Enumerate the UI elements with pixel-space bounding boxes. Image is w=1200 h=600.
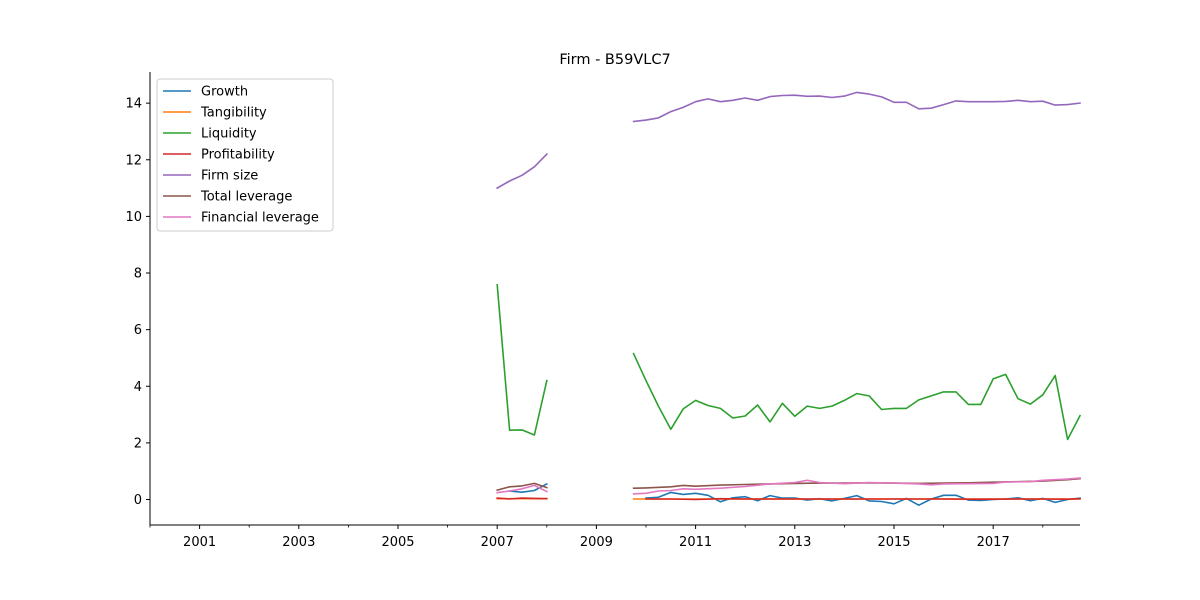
series-line-segment <box>496 284 548 436</box>
series-financial-leverage <box>496 477 1081 495</box>
series-line-segment <box>645 497 1081 501</box>
x-axis-ticks: 2001 2003 2005 2007 2009 2011 2013 2015 2017 <box>149 525 1044 550</box>
legend-label: Total leverage <box>200 190 292 205</box>
x-tick-label: 2001 <box>183 535 216 550</box>
series-line-segment <box>508 482 548 494</box>
y-tick-label: 2 <box>134 436 142 451</box>
x-tick-label: 2013 <box>778 535 811 550</box>
x-tick-label: 2005 <box>381 535 414 550</box>
legend-label: Financial leverage <box>201 211 319 226</box>
legend-label: Liquidity <box>201 127 257 142</box>
series-line-segment <box>632 352 1082 441</box>
legend-box <box>156 78 334 232</box>
x-tick-label: 2007 <box>481 535 514 550</box>
y-tick-label: 12 <box>125 153 142 168</box>
x-tick-label: 2003 <box>282 535 315 550</box>
series-line-segment <box>496 482 548 492</box>
series-line-segment <box>496 497 548 500</box>
series-line-segment <box>496 152 548 190</box>
x-tick-label: 2017 <box>977 535 1010 550</box>
series-line-segment <box>632 477 1081 495</box>
series-line-segment <box>632 91 1081 123</box>
legend-label: Profitability <box>201 148 275 163</box>
legend-label: Firm size <box>201 169 258 184</box>
chart-title: Firm - B59VLC7 <box>559 52 670 68</box>
y-tick-label: 10 <box>125 210 142 225</box>
y-tick-label: 14 <box>125 97 142 112</box>
series-firm-size <box>496 91 1081 190</box>
series-liquidity <box>496 284 1082 441</box>
legend-label: Tangibility <box>200 106 267 121</box>
legend-label: Growth <box>201 85 248 100</box>
series-lines <box>496 91 1082 507</box>
x-tick-label: 2009 <box>580 535 613 550</box>
legend: Growth Tangibility Liquidity Profitability F… <box>156 78 334 232</box>
y-tick-label: 8 <box>134 267 142 282</box>
y-tick-label: 0 <box>134 493 142 508</box>
series-profitability <box>496 497 1081 501</box>
y-tick-label: 6 <box>134 323 142 338</box>
x-tick-label: 2015 <box>877 535 910 550</box>
y-axis-ticks: 0 2 4 6 8 10 12 14 <box>125 97 150 508</box>
axes <box>149 72 1080 526</box>
series-line-segment <box>496 484 548 494</box>
y-tick-label: 4 <box>134 380 142 395</box>
x-tick-label: 2011 <box>679 535 712 550</box>
